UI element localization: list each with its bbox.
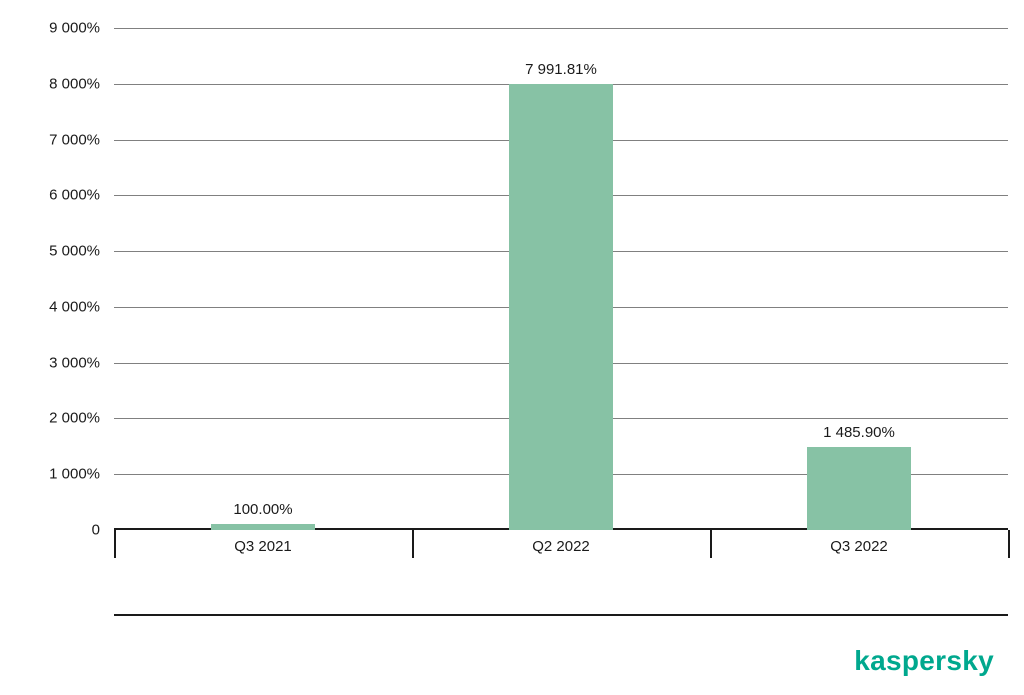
x-tick xyxy=(114,530,116,558)
x-axis-lower-line xyxy=(114,614,1008,616)
y-axis-label: 8 000% xyxy=(49,75,114,92)
y-axis-label: 0 xyxy=(92,522,114,539)
gridline xyxy=(114,28,1008,29)
x-axis-category-label: Q3 2022 xyxy=(830,538,888,555)
y-axis-label: 7 000% xyxy=(49,131,114,148)
y-axis-label: 9 000% xyxy=(49,20,114,37)
bar-value-label: 7 991.81% xyxy=(525,61,597,78)
y-axis-label: 6 000% xyxy=(49,187,114,204)
x-tick xyxy=(1008,530,1010,558)
y-axis-label: 4 000% xyxy=(49,298,114,315)
x-tick xyxy=(412,530,414,558)
bar-value-label: 100.00% xyxy=(233,501,292,518)
bar: 100.00% xyxy=(211,524,315,530)
x-axis-category-label: Q2 2022 xyxy=(532,538,590,555)
y-axis-label: 1 000% xyxy=(49,466,114,483)
plot-area: 01 000%2 000%3 000%4 000%5 000%6 000%7 0… xyxy=(114,28,1008,530)
brand-logo: kaspersky xyxy=(854,645,994,677)
bar: 1 485.90% xyxy=(807,447,911,530)
y-axis-label: 2 000% xyxy=(49,410,114,427)
y-axis-label: 5 000% xyxy=(49,243,114,260)
bar: 7 991.81% xyxy=(509,84,613,530)
bar-value-label: 1 485.90% xyxy=(823,424,895,441)
y-axis-label: 3 000% xyxy=(49,354,114,371)
x-axis-category-label: Q3 2021 xyxy=(234,538,292,555)
x-tick xyxy=(710,530,712,558)
chart-container: 0 1 000% 2 000% 3 000% 4 000% 5 000% 6 000% 7 0… xyxy=(0,0,1024,695)
